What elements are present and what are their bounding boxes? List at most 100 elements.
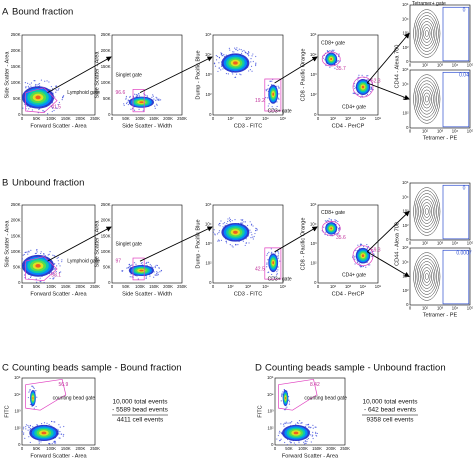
event-dot — [54, 442, 56, 444]
event-dot — [59, 426, 61, 428]
event-dot — [240, 74, 242, 76]
contour — [419, 199, 434, 224]
x-tick-label: 10³ — [245, 116, 252, 121]
event-dot — [227, 220, 229, 223]
event-dot — [146, 261, 148, 263]
x-tick-label: 10⁴ — [452, 306, 459, 311]
event-dot — [22, 428, 25, 430]
x-axis-label: CD4 - PerCP — [332, 291, 365, 297]
y-tick-label: 0 — [406, 125, 409, 130]
event-dot — [300, 422, 302, 424]
x-tick-label: 200K — [163, 284, 173, 289]
contour — [421, 202, 432, 221]
event-dot — [214, 234, 216, 236]
event-dot — [269, 80, 271, 82]
event-dot — [43, 253, 45, 255]
event-dot — [47, 254, 49, 256]
event-dot — [312, 427, 314, 429]
gate-label: Singlet gate — [116, 241, 143, 247]
event-dot — [282, 423, 285, 425]
event-dot — [303, 441, 305, 443]
y-axis-label: Side Scatter - Area — [4, 220, 10, 268]
event-dot — [290, 442, 292, 444]
event-dot — [234, 219, 236, 221]
event-dot — [324, 233, 326, 236]
event-dot — [248, 242, 250, 244]
event-dot — [249, 221, 251, 223]
y-tick-label: 10⁵ — [14, 375, 21, 380]
x-tick-label: 150K — [149, 116, 159, 121]
x-tick-label: 250K — [90, 116, 100, 121]
x-tick-label: 10² — [330, 284, 337, 289]
contour — [415, 12, 439, 55]
event-dot — [146, 95, 148, 97]
event-dot — [366, 75, 368, 77]
y-tick-label: 200K — [11, 48, 21, 53]
gate-label: CD4+ gate — [342, 104, 366, 110]
event-dot — [215, 55, 217, 57]
event-dot — [273, 108, 275, 110]
event-dot — [330, 219, 332, 221]
gate-label: CD4+ gate — [342, 273, 366, 279]
event-dot — [54, 268, 56, 271]
x-tick-label: 250K — [177, 116, 187, 121]
y-tick-label: 10⁴ — [267, 392, 274, 397]
x-tick-label: 0 — [21, 116, 24, 121]
x-tick-label: 0 — [409, 241, 412, 246]
x-tick-label: 150K — [61, 446, 71, 451]
plot-frame — [317, 34, 379, 116]
x-tick-label: 10³ — [345, 284, 352, 289]
event-dot — [227, 73, 229, 75]
event-dot — [25, 426, 27, 428]
event-dot — [32, 385, 34, 387]
event-dot — [298, 442, 300, 444]
event-dot — [35, 252, 37, 254]
y-tick-label: 10² — [402, 288, 409, 293]
event-dot — [23, 253, 25, 256]
y-tick-label: 10⁴ — [402, 194, 409, 199]
gate — [264, 78, 282, 112]
gate — [132, 257, 145, 281]
x-axis-label: CD3 - FITC — [234, 123, 263, 129]
y-axis-label: FITC — [257, 405, 263, 417]
event-dot — [250, 65, 253, 67]
event-dot — [327, 219, 329, 222]
event-dot — [43, 281, 45, 284]
event-dot — [222, 223, 224, 225]
event-dot — [156, 99, 158, 101]
event-dot — [156, 104, 158, 106]
event-dot — [49, 277, 51, 280]
event-dot — [247, 53, 249, 55]
event-dot — [268, 251, 270, 253]
x-tick-label: 0 — [111, 284, 114, 289]
event-dot — [218, 230, 221, 232]
event-dot — [267, 84, 269, 86]
y-tick-label: 150K — [101, 64, 111, 69]
gate-percent: 0 — [463, 185, 466, 191]
y-tick-label: 10⁵ — [205, 202, 212, 207]
density — [35, 95, 41, 100]
event-dot — [277, 257, 279, 259]
event-dot — [357, 93, 359, 96]
event-dot — [154, 107, 156, 109]
x-tick-label: 10² — [330, 116, 337, 121]
event-dot — [279, 430, 281, 432]
arrow — [274, 56, 318, 84]
contour — [418, 18, 436, 49]
y-axis-label: CD8 - Pacific Orange — [300, 49, 306, 102]
event-dot — [274, 276, 276, 278]
event-dot — [145, 277, 148, 279]
contour — [419, 264, 434, 289]
event-dot — [295, 444, 297, 446]
gate-percent: 56.9 — [59, 382, 69, 388]
event-dot — [354, 255, 356, 258]
event-dot — [220, 239, 223, 241]
event-dot — [256, 229, 258, 231]
event-dot — [134, 93, 136, 95]
event-dot — [48, 423, 50, 426]
y-tick-label: 0 — [314, 280, 317, 285]
event-dot — [56, 257, 58, 260]
event-dot — [242, 219, 244, 221]
density — [285, 396, 286, 400]
event-dot — [363, 246, 365, 248]
